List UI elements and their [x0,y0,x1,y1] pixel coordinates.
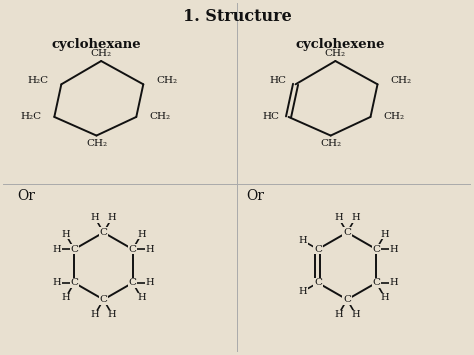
Text: cyclohexane: cyclohexane [52,38,141,51]
Text: CH₂: CH₂ [91,49,112,58]
Text: H: H [299,287,307,296]
Text: H: H [146,278,155,287]
Text: C: C [70,245,78,254]
Text: C: C [372,278,380,287]
Text: C: C [314,278,322,287]
Text: H: H [137,230,146,239]
Text: H: H [351,310,360,319]
Text: H: H [389,278,398,287]
Text: H₂C: H₂C [20,113,41,121]
Text: C: C [314,245,322,254]
Text: H: H [53,278,61,287]
Text: CH₂: CH₂ [86,139,107,148]
Text: H: H [53,245,61,254]
Text: Or: Or [17,189,35,203]
Text: H: H [146,245,155,254]
Text: H₂C: H₂C [27,76,49,85]
Text: C: C [129,278,137,287]
Text: H: H [351,213,360,222]
Text: C: C [129,245,137,254]
Text: C: C [372,245,380,254]
Text: H: H [91,213,99,222]
Text: CH₂: CH₂ [390,76,411,85]
Text: Or: Or [246,189,264,203]
Text: CH₂: CH₂ [156,76,177,85]
Text: C: C [70,278,78,287]
Text: 1. Structure: 1. Structure [182,8,292,25]
Text: H: H [108,310,117,319]
Text: C: C [343,228,351,237]
Text: CH₂: CH₂ [149,113,170,121]
Text: C: C [343,295,351,304]
Text: CH₂: CH₂ [325,49,346,58]
Text: C: C [100,295,108,304]
Text: HC: HC [269,76,286,85]
Text: H: H [334,213,343,222]
Text: CH₂: CH₂ [383,113,404,121]
Text: H: H [61,293,70,302]
Text: H: H [91,310,99,319]
Text: H: H [381,230,389,239]
Text: H: H [137,293,146,302]
Text: H: H [381,293,389,302]
Text: H: H [389,245,398,254]
Text: cyclohexene: cyclohexene [295,38,385,51]
Text: H: H [61,230,70,239]
Text: H: H [334,310,343,319]
Text: HC: HC [262,113,279,121]
Text: H: H [108,213,117,222]
Text: H: H [299,236,307,245]
Text: CH₂: CH₂ [320,139,341,148]
Text: C: C [100,228,108,237]
